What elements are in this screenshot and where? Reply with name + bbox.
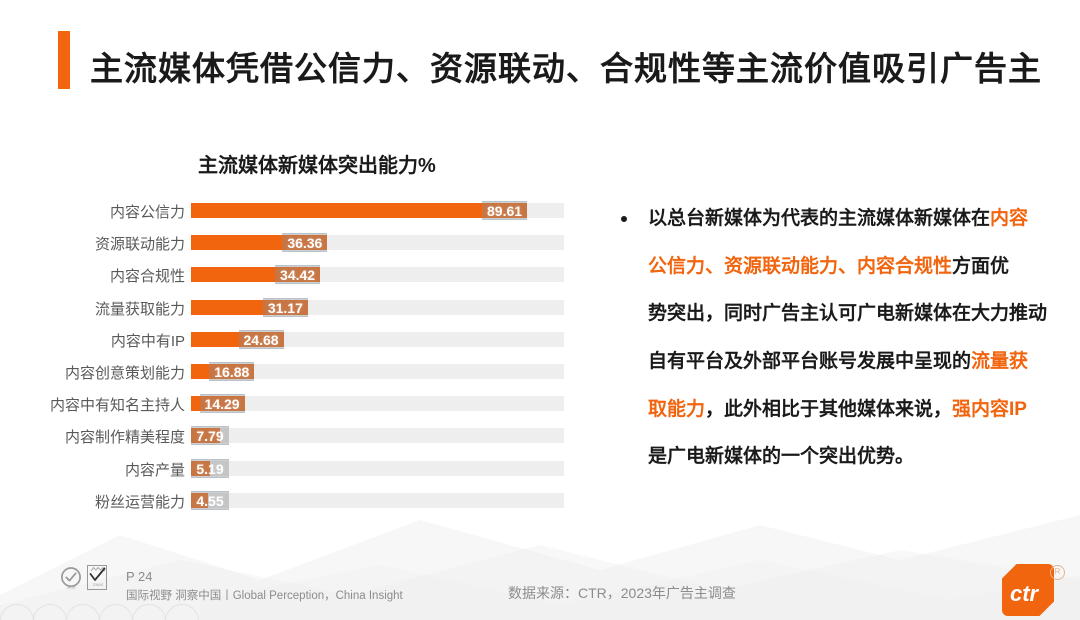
svg-text:3A15: 3A15 — [67, 585, 76, 589]
svg-text:CNAS: CNAS — [93, 583, 104, 587]
